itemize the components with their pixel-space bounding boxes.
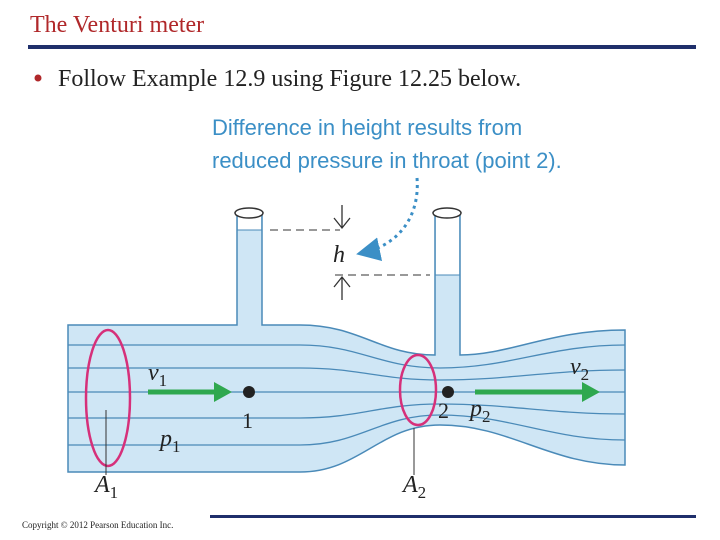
symbol: v [148, 360, 159, 386]
subscript: 1 [110, 483, 119, 502]
tube-rim [234, 207, 264, 219]
symbol: A [401, 472, 418, 498]
point-marker [243, 386, 255, 398]
tube-rim [432, 207, 462, 219]
area-ring [398, 353, 438, 427]
label-p1: p1 [158, 426, 181, 456]
footer-rule [210, 515, 696, 518]
bullet-dot [34, 74, 42, 82]
venturi-figure: Difference in height results from reduce… [67, 115, 626, 502]
label-A1: A1 [93, 472, 118, 502]
symbol: p [158, 426, 172, 452]
symbol: v [570, 354, 581, 380]
callout-line: Difference in height results from [212, 115, 522, 140]
label-A2: A2 [401, 472, 426, 502]
velocity-arrowhead [582, 382, 600, 402]
title-rule [28, 45, 696, 49]
bullet-text: Follow Example 12.9 using Figure 12.25 b… [58, 66, 521, 92]
pipe [67, 212, 626, 473]
subscript: 2 [482, 407, 491, 426]
copyright: Copyright © 2012 Pearson Education Inc. [22, 520, 173, 530]
callout-line: reduced pressure in throat (point 2). [212, 148, 562, 173]
h-arrows [333, 205, 351, 300]
label-v1: v1 [148, 360, 167, 390]
label-point2: 2 [438, 398, 449, 423]
velocity-arrowhead [214, 382, 232, 402]
subscript: 1 [172, 437, 181, 456]
label-p2: p2 [468, 396, 491, 426]
callout-arrow [356, 177, 419, 262]
empty-tube-right [436, 213, 459, 275]
label-h: h [333, 242, 345, 268]
point-marker [442, 386, 454, 398]
slide-title: The Venturi meter [30, 12, 204, 38]
label-point1: 1 [242, 408, 253, 433]
label-v2: v2 [570, 354, 589, 384]
symbol: A [93, 472, 110, 498]
subscript: 1 [159, 371, 168, 390]
area-ring [84, 328, 132, 468]
symbol: p [468, 396, 482, 422]
subscript: 2 [418, 483, 427, 502]
subscript: 2 [581, 365, 590, 384]
